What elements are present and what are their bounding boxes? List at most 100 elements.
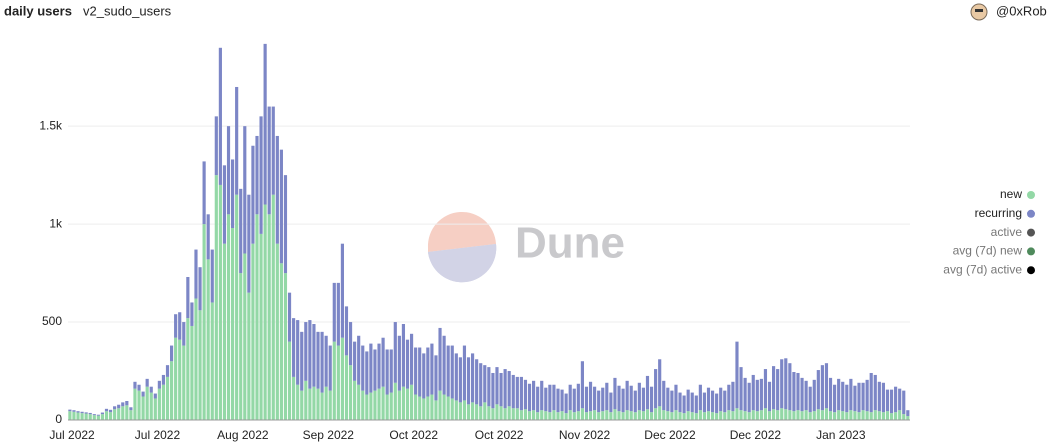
bar-segment [853,385,857,412]
bar-segment [458,357,462,403]
bar-segment [287,292,292,342]
bar-segment [731,381,735,412]
bar-segment [129,407,133,411]
bar-segment [182,322,186,346]
bar-segment [292,318,296,377]
bar-segment [353,341,357,381]
bar-segment [100,414,105,420]
query-name: v2_sudo_users [83,3,172,18]
bar-segment [841,411,845,420]
bar-segment [422,398,426,420]
bar-segment [300,390,304,420]
bar-segment [824,408,829,420]
bar-segment [710,412,715,420]
bar-segment [747,412,751,420]
bar-segment [873,374,877,411]
bar-segment [601,387,605,412]
bar-segment [861,382,865,411]
bar-segment [536,412,540,420]
bar-segment [336,282,340,346]
bar-segment [507,371,511,407]
bar-segment [283,273,288,420]
bar-segment [235,86,239,195]
bar-segment [881,382,885,413]
bar-segment [161,384,166,420]
bar-segment [715,393,719,414]
bar-segment [776,369,780,411]
bar-segment [849,410,853,420]
author: @0xRob [996,3,1047,18]
bar-segment [145,386,149,420]
bar-segment [385,394,389,420]
bar-segment [328,345,332,391]
bar-segment [255,135,259,215]
bar-segment [104,411,109,420]
bar-segment [369,392,373,420]
bar-segment [462,400,467,420]
bar-segment [222,243,227,420]
bar-segment [446,345,450,397]
bar-segment [133,381,137,389]
bar-segment [902,390,906,415]
bar-segment [723,412,727,420]
bar-segment [731,411,735,420]
bar-segment [617,411,621,420]
bar-segment [877,381,881,412]
bar-segment [808,412,812,420]
bar-segment [515,408,519,420]
bar-segment [226,126,231,215]
bar-segment [633,412,637,420]
bar-segment [210,302,214,420]
bar-segment [727,410,731,420]
bar-segment [308,388,312,420]
bar-segment [682,413,686,420]
bar-segment [344,355,349,420]
bar-segment [865,411,869,420]
bar-segment [674,410,678,420]
bar-segment [800,411,804,420]
bar-segment [828,411,833,420]
bar-segment [629,411,633,420]
bar-segment [511,374,515,409]
bar-segment [706,387,711,412]
bar-segment [422,353,426,399]
bar-segment [902,414,906,420]
bar-segment [113,406,117,410]
bar-segment [174,337,178,420]
bar-segment [137,384,141,391]
bar-segment [169,345,174,362]
bar-segment [812,411,816,420]
bar-segment [605,410,609,420]
bar-segment [633,390,637,413]
bar-segment [499,406,503,420]
bar-segment [889,413,894,420]
bar-segment [344,306,349,356]
bar-segment [719,387,723,412]
legend-swatch [1027,191,1035,199]
bar-segment [792,372,796,412]
bar-segment [698,384,702,411]
bar-segment [336,345,340,420]
bar-segment [784,358,788,410]
bar-segment [418,347,422,397]
bar-segment [678,412,682,420]
bar-segment [625,380,629,411]
bar-segment [414,347,418,395]
bar-segment [906,410,910,417]
bar-segment [808,386,812,413]
bar-segment [320,331,324,393]
bar-segment [552,384,556,411]
bar-segment [576,411,580,420]
bar-segment [532,380,536,411]
bar-segment [141,391,145,397]
y-tick-label: 500 [42,314,62,328]
bar-segment [475,359,479,405]
bar-segment [186,276,190,319]
bar-segment [202,224,206,420]
bar-segment [820,365,824,411]
bar-segment [165,365,170,377]
bar-segment [544,411,548,420]
bar-segment [434,355,438,401]
bar-segment [178,339,182,420]
bar-segment [788,363,792,411]
